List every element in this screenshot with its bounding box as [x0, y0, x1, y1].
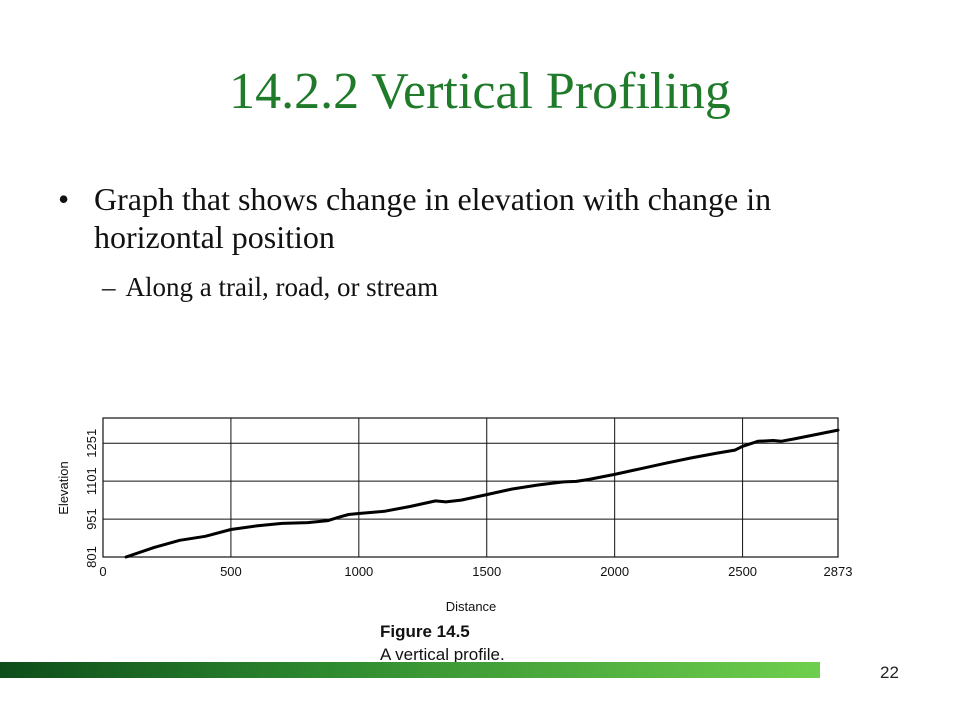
x-tick-label: 1000 — [344, 564, 373, 579]
x-tick-label: 500 — [220, 564, 242, 579]
caption-title: Figure 14.5 — [380, 622, 470, 641]
bullet-marker: • — [58, 181, 70, 217]
sub-bullet-marker: – — [102, 272, 116, 302]
plot-frame — [102, 417, 839, 558]
x-tick-label: 2000 — [600, 564, 629, 579]
slide-title: 14.2.2 Vertical Profiling — [229, 63, 731, 120]
x-tick-label: 1500 — [472, 564, 501, 579]
chart-series — [124, 428, 840, 559]
sub-bullet-item: – Along a trail, road, or stream — [102, 272, 438, 303]
y-tick-label: 1101 — [84, 467, 99, 495]
x-tick-label: 0 — [99, 564, 106, 579]
bullet-item: • Graph that shows change in elevation w… — [58, 180, 858, 256]
x-tick-label: 2873 — [824, 564, 853, 579]
caption-text: A vertical profile. — [380, 645, 505, 664]
page-number: 22 — [880, 663, 899, 682]
x-tick-label: 2500 — [728, 564, 757, 579]
y-axis-label: Elevation — [56, 461, 71, 514]
sub-bullet-text: Along a trail, road, or stream — [125, 272, 439, 302]
y-tick-label: 1251 — [84, 429, 99, 458]
elevation-profile-line — [124, 428, 840, 559]
chart-ticks: 0 500 1000 1500 2000 2500 2873 801 951 1101 1251 — [84, 429, 852, 579]
y-tick-label: 801 — [84, 546, 99, 568]
bullet-text: Graph that shows change in elevation wit… — [94, 181, 772, 255]
y-tick-label: 951 — [84, 508, 99, 530]
vertical-profile-chart: 0 500 1000 1500 2000 2500 2873 801 951 1101 1251 D… — [56, 417, 852, 614]
chart-grid — [102, 417, 839, 558]
footer-bar — [0, 662, 820, 678]
figure-caption: Figure 14.5 A vertical profile. — [380, 620, 505, 666]
x-axis-label: Distance — [446, 599, 497, 614]
